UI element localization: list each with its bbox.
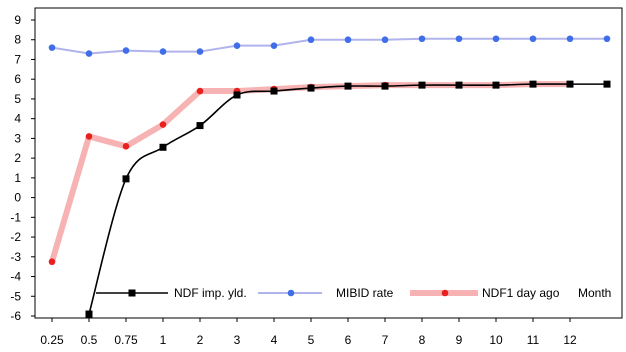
data-point-mibid-rate bbox=[566, 35, 574, 43]
data-point-mibid-rate bbox=[270, 42, 278, 49]
data-point-ndf-imp-yld bbox=[159, 143, 167, 151]
legend-marker-ndf1-day-ago bbox=[441, 289, 449, 297]
plot-area-frame bbox=[34, 7, 623, 319]
data-point-mibid-rate bbox=[455, 35, 463, 43]
data-point-mibid-rate bbox=[418, 35, 426, 43]
data-point-mibid-rate bbox=[122, 47, 130, 54]
x-tick-label: 6 bbox=[345, 333, 352, 347]
y-tick-label: 2 bbox=[14, 151, 21, 165]
y-tick-label: 4 bbox=[14, 112, 21, 126]
y-tick-label: 7 bbox=[14, 52, 21, 66]
data-point-ndf-imp-yld bbox=[122, 175, 130, 183]
data-point-mibid-rate bbox=[381, 36, 389, 44]
data-point-mibid-rate bbox=[159, 48, 167, 55]
x-tick-label: 0.25 bbox=[40, 333, 64, 347]
legend-label-mibid-rate: MIBID rate bbox=[336, 286, 394, 300]
x-tick-label: 5 bbox=[308, 333, 315, 347]
x-tick-label: 9 bbox=[456, 333, 463, 347]
data-point-ndf-imp-yld bbox=[566, 80, 574, 88]
data-point-mibid-rate bbox=[48, 44, 56, 51]
data-point-mibid-rate bbox=[529, 35, 537, 43]
legend-label-ndf1-day-ago: NDF1 day ago bbox=[482, 286, 560, 300]
y-tick-label: 6 bbox=[14, 72, 21, 86]
legend-marker-mibid-rate bbox=[287, 289, 295, 297]
data-point-mibid-rate bbox=[307, 36, 315, 44]
data-point-mibid-rate bbox=[603, 35, 611, 43]
data-point-ndf1-day-ago bbox=[85, 133, 93, 140]
data-point-mibid-rate bbox=[196, 48, 204, 55]
x-tick-label: 7 bbox=[382, 333, 389, 347]
data-point-ndf-imp-yld bbox=[418, 81, 426, 89]
legend-label-ndf-imp-yld: NDF imp. yld. bbox=[174, 286, 247, 300]
y-tick-label: -2 bbox=[10, 230, 21, 244]
x-tick-label: 2 bbox=[197, 333, 204, 347]
data-point-ndf1-day-ago bbox=[196, 87, 204, 95]
y-tick-label: -3 bbox=[10, 250, 21, 264]
x-tick-label: 1 bbox=[160, 333, 167, 347]
x-tick-label: 4 bbox=[271, 333, 278, 347]
y-tick-label: 1 bbox=[14, 171, 21, 185]
y-tick-label: -6 bbox=[10, 309, 21, 323]
x-tick-label: 12 bbox=[563, 333, 577, 347]
data-point-ndf1-day-ago bbox=[48, 258, 56, 266]
data-point-mibid-rate bbox=[492, 35, 500, 43]
data-point-ndf-imp-yld bbox=[529, 80, 537, 88]
x-tick-label: 8 bbox=[419, 333, 426, 347]
y-tick-label: 8 bbox=[14, 33, 21, 47]
x-unit-label: Month bbox=[578, 286, 611, 300]
data-point-ndf-imp-yld bbox=[196, 122, 204, 130]
data-point-ndf-imp-yld bbox=[344, 82, 352, 90]
data-point-ndf-imp-yld bbox=[381, 82, 389, 90]
data-point-ndf-imp-yld bbox=[603, 80, 611, 88]
y-tick-label: -1 bbox=[10, 210, 21, 224]
data-point-ndf1-day-ago bbox=[122, 142, 130, 150]
data-point-mibid-rate bbox=[85, 50, 93, 57]
data-point-mibid-rate bbox=[344, 36, 352, 44]
data-point-ndf-imp-yld bbox=[85, 310, 93, 318]
x-tick-label: 0.75 bbox=[114, 333, 138, 347]
data-point-ndf-imp-yld bbox=[233, 91, 241, 99]
x-tick-label: 10 bbox=[489, 333, 503, 347]
y-tick-label: 9 bbox=[14, 13, 21, 27]
data-point-ndf-imp-yld bbox=[455, 81, 463, 89]
y-tick-label: 3 bbox=[14, 131, 21, 145]
series-line-mibid-rate bbox=[51, 37, 607, 55]
data-point-ndf-imp-yld bbox=[307, 84, 315, 92]
data-point-ndf-imp-yld bbox=[270, 87, 278, 95]
data-point-ndf1-day-ago bbox=[159, 121, 167, 128]
x-tick-label: 0.5 bbox=[81, 333, 98, 347]
data-point-ndf-imp-yld bbox=[492, 81, 500, 89]
x-tick-label: 11 bbox=[527, 333, 540, 347]
y-tick-label: 5 bbox=[14, 92, 21, 106]
x-tick-label: 3 bbox=[234, 333, 241, 347]
y-tick-label: 0 bbox=[14, 191, 21, 205]
y-tick-label: -5 bbox=[10, 289, 21, 303]
y-tick-label: -4 bbox=[10, 270, 21, 284]
data-point-mibid-rate bbox=[233, 42, 241, 49]
legend-marker-ndf-imp-yld bbox=[128, 289, 136, 297]
